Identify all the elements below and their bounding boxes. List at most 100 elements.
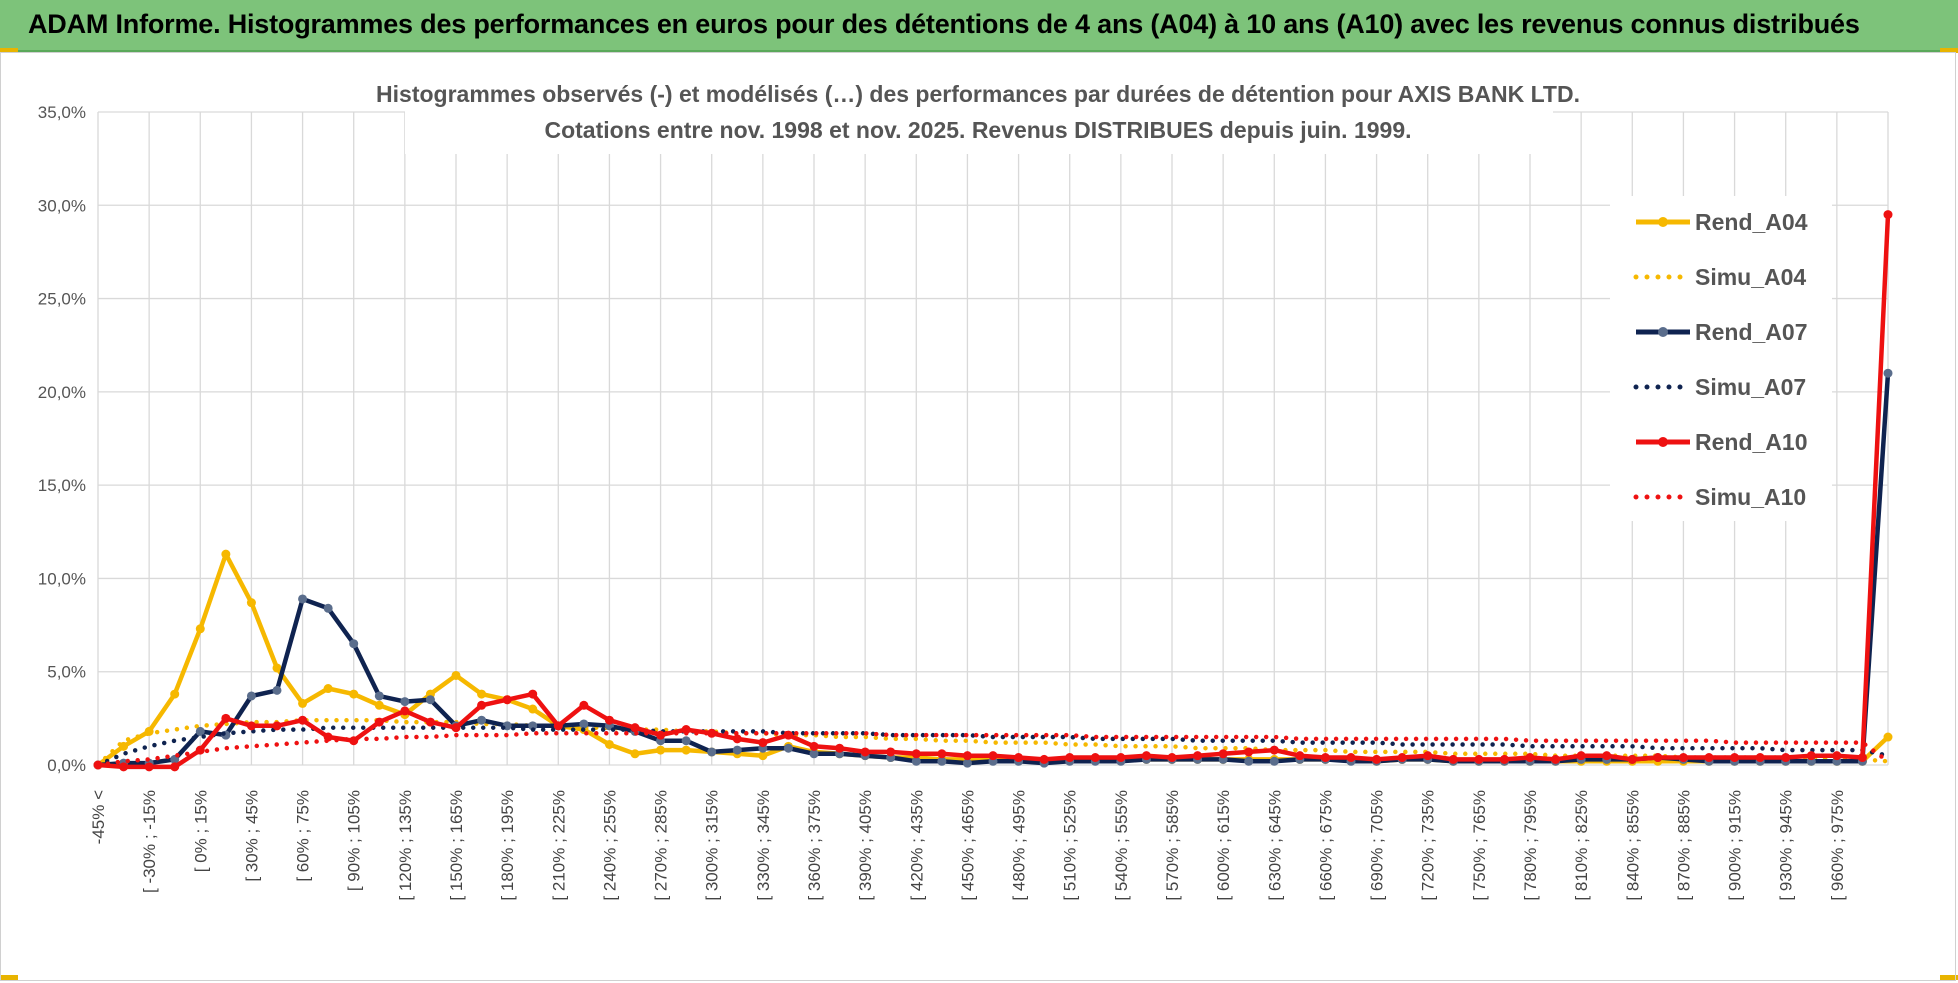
- data-point-rend-a10: [1602, 751, 1612, 761]
- legend-box: [1610, 196, 1832, 521]
- data-point-rend-a10: [1320, 753, 1330, 763]
- x-tick-label: [ 720% ; 735%: [1419, 790, 1438, 901]
- x-tick-label: [ 930% ; 945%: [1777, 790, 1796, 901]
- data-point-rend-a10: [707, 728, 717, 738]
- data-point-rend-a04: [630, 749, 640, 759]
- data-point-rend-a10: [298, 715, 308, 725]
- x-tick-label: [ 600% ; 615%: [1214, 790, 1233, 901]
- data-point-rend-a07: [298, 594, 308, 604]
- data-point-rend-a10: [1065, 753, 1075, 763]
- data-point-rend-a04: [1883, 732, 1893, 742]
- data-point-rend-a07: [323, 603, 333, 613]
- corner-accent-bottom-left: [0, 975, 18, 980]
- x-tick-label: [ 900% ; 915%: [1726, 790, 1745, 901]
- x-tick-label: [ 450% ; 465%: [958, 790, 977, 901]
- data-point-rend-a10: [1883, 210, 1893, 220]
- data-point-rend-a10: [1730, 753, 1740, 763]
- x-tick-label: [ 480% ; 495%: [1010, 790, 1029, 901]
- data-point-rend-a10: [1218, 749, 1228, 759]
- data-point-rend-a07: [1269, 756, 1279, 766]
- data-point-rend-a07: [1883, 368, 1893, 378]
- data-point-rend-a10: [1525, 753, 1535, 763]
- data-point-rend-a10: [962, 751, 972, 761]
- series-line-simu-a10: [95, 731, 1891, 768]
- data-point-rend-a04: [604, 739, 614, 749]
- x-tick-label: [ 30% ; 45%: [242, 790, 261, 882]
- x-tick-label: [ 960% ; 975%: [1828, 790, 1847, 901]
- legend-label-rend-a04: Rend_A04: [1695, 209, 1808, 235]
- x-tick-label: [ 330% ; 345%: [754, 790, 773, 901]
- data-point-rend-a07: [937, 756, 947, 766]
- data-point-rend-a04: [221, 549, 231, 559]
- chart-frame: [0, 52, 1956, 981]
- corner-accent-left: [0, 48, 18, 53]
- report-banner: ADAM Informe. Histogrammes des performan…: [0, 0, 1958, 52]
- x-tick-label: [ 180% ; 195%: [498, 790, 517, 901]
- data-point-rend-a10: [1090, 753, 1100, 763]
- data-point-rend-a07: [349, 639, 359, 649]
- data-point-rend-a10: [1448, 754, 1458, 764]
- data-point-rend-a10: [1423, 751, 1433, 761]
- data-point-rend-a10: [630, 723, 640, 733]
- data-point-rend-a07: [783, 743, 793, 753]
- report-title: ADAM Informe. Histogrammes des performan…: [28, 9, 1860, 39]
- data-point-rend-a07: [272, 685, 282, 695]
- data-point-rend-a04: [272, 663, 282, 673]
- data-point-rend-a10: [246, 721, 256, 731]
- data-point-rend-a10: [911, 749, 921, 759]
- data-point-rend-a10: [860, 747, 870, 757]
- data-point-rend-a10: [1014, 753, 1024, 763]
- data-point-rend-a07: [707, 747, 717, 757]
- data-point-rend-a10: [1653, 753, 1663, 763]
- data-point-rend-a10: [604, 715, 614, 725]
- data-point-rend-a04: [374, 700, 384, 710]
- x-tick-label: [ 300% ; 315%: [703, 790, 722, 901]
- data-point-rend-a10: [809, 741, 819, 751]
- data-point-rend-a10: [425, 717, 435, 727]
- data-point-rend-a04: [170, 689, 180, 699]
- data-point-rend-a10: [758, 738, 768, 748]
- title-background: [405, 72, 1553, 154]
- data-point-rend-a07: [246, 691, 256, 701]
- data-point-rend-a10: [732, 734, 742, 744]
- data-point-rend-a10: [1781, 753, 1791, 763]
- x-tick-label: [ 870% ; 885%: [1674, 790, 1693, 901]
- x-tick-label: [ 570% ; 585%: [1163, 790, 1182, 901]
- data-point-rend-a04: [323, 684, 333, 694]
- data-point-rend-a10: [1039, 754, 1049, 764]
- data-point-rend-a04: [195, 624, 205, 634]
- y-tick-label: 30,0%: [38, 196, 86, 215]
- series-line-simu-a04: [95, 717, 1891, 768]
- x-tick-label: [ -30% ; -15%: [140, 790, 159, 893]
- data-point-rend-a10: [1244, 747, 1254, 757]
- corner-accent-right: [1940, 48, 1958, 53]
- x-tick-label: [ 390% ; 405%: [856, 790, 875, 901]
- x-tick-label: [ 270% ; 285%: [652, 790, 671, 901]
- x-tick-label: [ 120% ; 135%: [396, 790, 415, 901]
- data-point-rend-a10: [1116, 753, 1126, 763]
- legend-label-simu-a10: Simu_A10: [1695, 484, 1806, 510]
- chart-title-line: Histogrammes observés (-) et modélisés (…: [376, 81, 1580, 107]
- y-tick-label: 25,0%: [38, 290, 86, 309]
- x-tick-label: [ 60% ; 75%: [294, 790, 313, 882]
- data-point-rend-a04: [477, 689, 487, 699]
- data-point-rend-a07: [425, 695, 435, 705]
- x-tick-label: [ 510% ; 525%: [1061, 790, 1080, 901]
- data-point-rend-a07: [681, 736, 691, 746]
- data-point-rend-a10: [937, 749, 947, 759]
- y-tick-label: 0,0%: [47, 756, 86, 775]
- x-tick-label: [ 240% ; 255%: [600, 790, 619, 901]
- data-point-rend-a07: [195, 726, 205, 736]
- data-point-rend-a07: [962, 758, 972, 768]
- series-line-simu-a07: [95, 725, 1891, 768]
- data-point-rend-a10: [477, 700, 487, 710]
- data-point-rend-a07: [374, 691, 384, 701]
- data-point-rend-a07: [477, 715, 487, 725]
- data-point-rend-a10: [451, 723, 461, 733]
- data-point-rend-a04: [528, 704, 538, 714]
- data-point-rend-a07: [911, 756, 921, 766]
- data-point-rend-a07: [579, 719, 589, 729]
- data-point-rend-a10: [1576, 751, 1586, 761]
- data-point-rend-a10: [1806, 751, 1816, 761]
